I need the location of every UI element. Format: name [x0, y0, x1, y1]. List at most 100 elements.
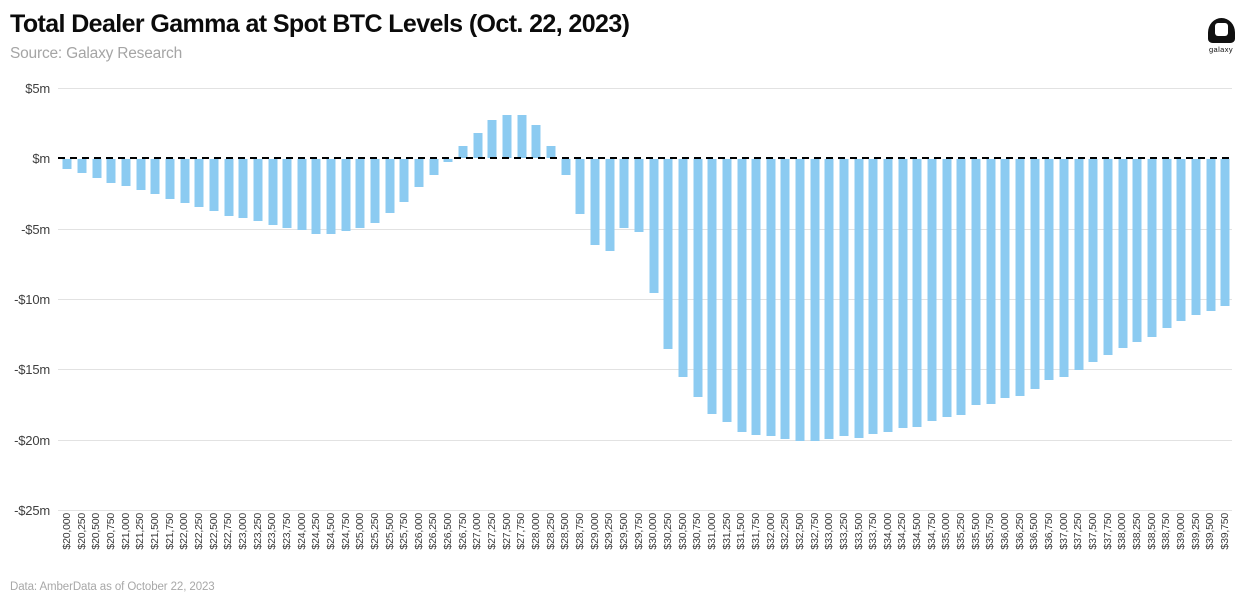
x-tick-label: $33,250: [837, 513, 850, 550]
x-tick-label: $31,250: [720, 513, 733, 550]
bar: [106, 159, 116, 184]
bar-series: [60, 88, 1232, 510]
bar: [619, 159, 629, 229]
x-tick-label: $23,500: [266, 513, 279, 550]
x-tick-label: $22,500: [207, 513, 220, 550]
x-tick-label: $32,000: [764, 513, 777, 550]
x-tick-label: $25,250: [368, 513, 381, 550]
x-tick-label: $24,000: [295, 513, 308, 550]
x-tick-label: $36,000: [999, 513, 1012, 550]
bar: [92, 159, 102, 178]
galaxy-logo-word: galaxy: [1208, 45, 1234, 54]
x-tick-label: $39,750: [1218, 513, 1231, 550]
x-tick-label: $28,750: [574, 513, 587, 550]
gridline: [58, 439, 1232, 441]
bar: [1000, 159, 1010, 399]
x-tick-label: $24,250: [310, 513, 323, 550]
bar: [1103, 159, 1113, 355]
bar: [268, 159, 278, 226]
gridline: [58, 228, 1232, 230]
bar: [1132, 159, 1142, 343]
bar: [136, 159, 146, 191]
bar: [956, 159, 966, 416]
y-tick-label: -$5m: [21, 221, 50, 237]
bar: [1220, 159, 1230, 306]
x-tick-label: $24,500: [324, 513, 337, 550]
x-tick-label: $36,250: [1013, 513, 1026, 550]
y-tick-label: -$15m: [14, 362, 50, 378]
x-tick-label: $20,250: [75, 513, 88, 550]
bar: [971, 159, 981, 406]
bar: [1015, 159, 1025, 396]
bar: [634, 159, 644, 233]
x-tick-label: $35,000: [940, 513, 953, 550]
x-tick-label: $20,000: [61, 513, 74, 550]
x-tick-label: $32,500: [793, 513, 806, 550]
bar: [253, 159, 263, 222]
x-tick-label: $28,500: [559, 513, 572, 550]
x-tick-label: $21,250: [134, 513, 147, 550]
bar: [458, 145, 468, 159]
bar: [649, 159, 659, 293]
x-tick-label: $33,750: [867, 513, 880, 550]
bar: [942, 159, 952, 417]
bar: [1030, 159, 1040, 389]
x-tick-label: $34,750: [925, 513, 938, 550]
bar: [1118, 159, 1128, 348]
zero-line: [58, 157, 1232, 160]
x-tick-label: $33,000: [823, 513, 836, 550]
x-tick-label: $30,000: [647, 513, 660, 550]
x-tick-label: $26,250: [427, 513, 440, 550]
x-tick-label: $31,750: [749, 513, 762, 550]
x-tick-label: $34,000: [881, 513, 894, 550]
x-tick-label: $36,750: [1043, 513, 1056, 550]
bar: [150, 159, 160, 195]
bar: [839, 159, 849, 437]
bar: [370, 159, 380, 223]
bar: [238, 159, 248, 219]
x-tick-label: $26,500: [442, 513, 455, 550]
bar: [121, 159, 131, 187]
bar: [546, 145, 556, 159]
x-tick-label: $39,500: [1204, 513, 1217, 550]
bar: [502, 114, 512, 159]
x-tick-label: $30,750: [691, 513, 704, 550]
y-tick-label: -$25m: [14, 502, 50, 518]
bar: [165, 159, 175, 199]
bar: [224, 159, 234, 216]
bar: [751, 159, 761, 436]
bar: [883, 159, 893, 433]
x-tick-label: $38,750: [1160, 513, 1173, 550]
bar: [898, 159, 908, 428]
x-tick-label: $33,500: [852, 513, 865, 550]
bar: [824, 159, 834, 440]
x-tick-label: $38,250: [1130, 513, 1143, 550]
x-tick-label: $34,500: [911, 513, 924, 550]
x-tick-label: $25,750: [398, 513, 411, 550]
x-tick-label: $28,000: [530, 513, 543, 550]
bar: [62, 159, 72, 170]
x-tick-label: $37,250: [1072, 513, 1085, 550]
galaxy-logo-icon: [1207, 18, 1235, 43]
bar: [707, 159, 717, 414]
bar: [180, 159, 190, 203]
plot-area: [58, 88, 1232, 511]
bar: [194, 159, 204, 208]
x-tick-label: $20,500: [90, 513, 103, 550]
bar: [766, 159, 776, 437]
bar: [1206, 159, 1216, 312]
x-tick-label: $31,500: [735, 513, 748, 550]
bar: [912, 159, 922, 427]
bar: [722, 159, 732, 423]
x-tick-label: $37,000: [1057, 513, 1070, 550]
gridline: [58, 88, 1232, 89]
bar: [986, 159, 996, 405]
gridline: [58, 369, 1232, 371]
x-tick-label: $35,750: [984, 513, 997, 550]
bar: [868, 159, 878, 434]
y-tick-label: $m: [32, 151, 50, 167]
bar: [590, 159, 600, 246]
x-tick-label: $22,000: [178, 513, 191, 550]
x-tick-label: $32,250: [779, 513, 792, 550]
x-tick-label: $23,750: [280, 513, 293, 550]
